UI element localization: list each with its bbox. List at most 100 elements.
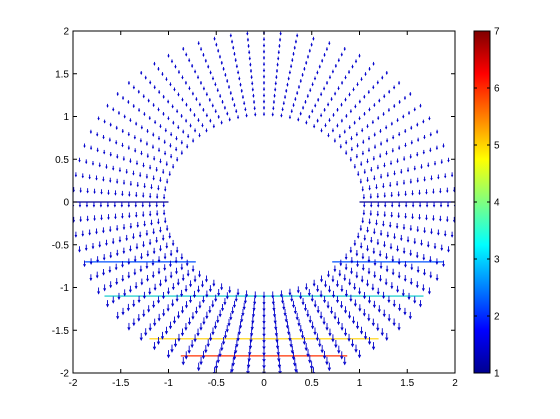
arrow-head [367,149,371,153]
arrow-head [106,204,110,208]
arrow-head [375,186,378,190]
arrow-head [162,96,165,99]
arrow-head [322,355,327,360]
x-tick-label: 1.5 [400,378,414,389]
arrow-head [246,364,251,369]
arrow-head [354,60,358,64]
arrow-head [121,278,125,282]
arrow-head [190,65,194,69]
arrow-head [343,48,346,52]
arrow-head [355,325,360,330]
arrow-head [189,284,193,288]
arrow-head [115,127,118,131]
arrow-head [125,171,128,175]
arrow-head [167,55,170,58]
arrow-head [376,242,380,246]
arrow-head [152,231,155,235]
y-tick-label: -2 [60,369,69,380]
arrow-head [437,176,440,180]
arrow-head [116,156,119,159]
arrow-head [353,303,357,307]
arrow-head [382,185,385,189]
arrow-head [89,277,93,282]
arrow-head [97,291,101,295]
arrow-head [212,125,216,129]
arrow-head [311,325,315,330]
x-tick-label: 1 [357,378,363,389]
arrow-head [148,291,152,295]
arrow-head [106,105,109,108]
arrow-head [359,181,363,184]
arrow-head [262,76,266,79]
arrow-head [262,44,266,48]
arrow-head [332,114,335,118]
arrow-head [416,229,420,233]
arrow-head [398,147,401,151]
arrow-head [169,253,173,257]
arrow-head [240,319,244,323]
arrow-head [81,175,84,179]
arrow-head [202,109,205,113]
arrow-head [416,124,419,127]
arrow-head [246,370,250,373]
arrow-head [333,268,337,273]
arrow-head [282,102,285,106]
arrow-head [355,133,359,137]
arrow-head [129,160,132,164]
arrow-head [105,166,108,170]
arrow-head [112,108,115,112]
arrow-head [150,186,153,190]
arrow-head [275,76,278,80]
arrow-head [435,261,439,265]
arrow-head [344,99,347,102]
arrow-head [236,116,240,120]
arrow-head [146,130,149,134]
arrow-head [217,50,220,53]
arrow-head [157,271,161,275]
arrow-head [196,332,200,337]
arrow-head [134,204,138,208]
arrow-head [177,338,181,342]
arrow-head [319,93,323,97]
arrow-head [165,78,168,82]
arrow-head [366,179,369,183]
arrow-head [150,222,153,226]
arrow-head [188,59,191,63]
arrow-head [182,131,185,134]
arrow-head [153,287,157,291]
arrow-head [345,142,348,145]
arrow-head [340,120,344,123]
arrow-head [415,255,419,259]
arrow-head [275,345,280,350]
arrow-head [387,318,391,322]
arrow-head [248,51,251,55]
arrow-head [304,101,307,105]
arrow-head [423,230,426,234]
arrow-head [418,217,421,220]
arrow-head [155,204,158,208]
arrow-head [143,113,146,117]
arrow-head [199,48,203,52]
arrow-head [231,98,234,102]
arrow-head [359,330,364,335]
arrow-head [234,350,238,354]
arrow-head [194,310,198,315]
arrow-head [196,76,200,80]
arrow-head [262,57,266,60]
arrow-head [251,82,254,86]
arrow-head [121,215,124,219]
arrow-head [78,159,81,163]
arrow-head [262,101,266,104]
arrow-head [253,301,257,305]
arrow-head [217,116,220,119]
arrow-head [142,244,145,248]
arrow-head [199,361,203,366]
arrow-head [229,34,232,38]
arrow-head [185,104,188,107]
arrow-head [308,50,311,53]
arrow-head [171,166,175,169]
arrow-head [382,313,386,318]
arrow-head [446,219,449,223]
arrow-head [127,204,131,208]
